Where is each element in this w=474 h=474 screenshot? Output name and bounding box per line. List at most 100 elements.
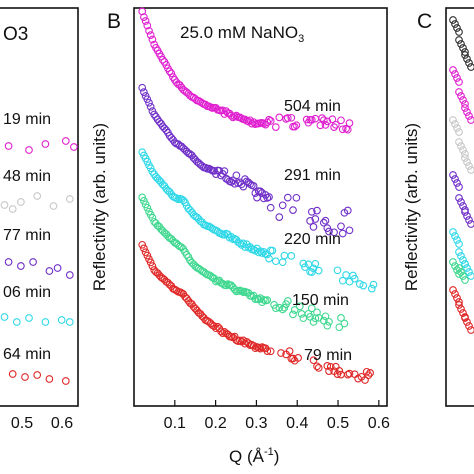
data-point	[338, 229, 347, 238]
data-point	[292, 121, 301, 130]
data-point	[266, 203, 275, 212]
data-point	[148, 213, 157, 222]
x-tick-label: 0.3	[245, 415, 267, 432]
time-label: 77 min	[3, 227, 51, 244]
data-point	[335, 367, 344, 375]
data-point	[268, 246, 277, 255]
data-point	[463, 158, 471, 166]
data-point	[463, 108, 471, 116]
data-point	[459, 96, 467, 104]
data-point	[201, 163, 210, 172]
data-point	[249, 182, 258, 190]
series-c-0	[449, 16, 474, 71]
data-point	[145, 98, 153, 107]
panel-b: B 25.0 mM NaNO3 Reflectivity (arb. units…	[90, 7, 390, 466]
data-point	[294, 354, 302, 362]
data-point	[467, 220, 474, 228]
data-point	[167, 69, 176, 78]
data-point	[278, 201, 287, 210]
data-point	[266, 117, 275, 125]
data-point	[467, 272, 474, 280]
data-point	[25, 314, 33, 322]
data-point	[461, 208, 469, 216]
data-point	[256, 344, 265, 353]
data-point	[146, 164, 155, 173]
data-point	[275, 113, 284, 122]
data-point	[61, 137, 70, 145]
data-point	[143, 95, 152, 104]
data-point	[453, 294, 461, 302]
data-point	[337, 116, 345, 125]
data-point	[457, 142, 465, 150]
data-point	[8, 370, 17, 378]
data-point	[65, 195, 74, 203]
panel-b-title: 25.0 mM NaNO3	[180, 23, 304, 45]
x-tick-label: 0.1	[164, 415, 186, 432]
data-point	[457, 40, 465, 48]
panel-a-x-ticks: 0.5 0.6	[11, 415, 73, 432]
data-point	[319, 218, 328, 227]
data-point	[467, 326, 474, 334]
data-point	[146, 102, 155, 111]
data-point	[307, 304, 316, 313]
panel-c-marks	[449, 16, 474, 334]
data-point	[45, 267, 54, 275]
data-point	[41, 318, 50, 326]
data-point	[70, 143, 78, 151]
data-point	[451, 20, 459, 28]
data-point	[455, 183, 463, 191]
data-point	[461, 104, 469, 112]
data-point	[453, 266, 461, 274]
series-a-2	[4, 258, 74, 279]
panel-b-marks	[138, 7, 378, 384]
data-point	[457, 268, 465, 276]
data-point	[25, 146, 33, 154]
data-point	[335, 323, 344, 332]
data-point	[313, 308, 321, 317]
series-1	[138, 83, 354, 238]
data-point	[455, 36, 463, 44]
data-point	[325, 227, 333, 236]
data-point	[307, 268, 316, 277]
data-point	[459, 309, 467, 317]
data-point	[143, 251, 152, 260]
data-point	[345, 369, 354, 378]
data-point	[461, 150, 469, 158]
data-point	[463, 212, 471, 220]
data-point	[457, 252, 465, 260]
data-point	[467, 63, 474, 71]
data-point	[453, 24, 461, 32]
data-point	[455, 248, 463, 256]
data-point	[239, 239, 248, 248]
data-point	[449, 171, 457, 179]
data-point	[453, 124, 461, 132]
data-point	[160, 124, 169, 133]
data-point	[455, 128, 463, 136]
data-point	[451, 232, 459, 240]
data-point	[0, 313, 9, 321]
data-point	[359, 281, 368, 290]
panel-a: O3 19 min 48 min 77 min 06 min 64 min 0.5 0.6	[0, 7, 79, 432]
data-point	[449, 258, 457, 266]
data-point	[12, 318, 21, 326]
series-label: 504 min	[284, 98, 341, 115]
data-point	[449, 16, 457, 24]
panel-a-title-fragment: O3	[3, 24, 28, 45]
data-point	[263, 347, 272, 355]
data-point	[342, 271, 350, 279]
data-point	[306, 217, 314, 225]
data-point	[289, 206, 297, 214]
panel-a-frame	[0, 7, 79, 407]
data-point	[323, 117, 332, 126]
series-4	[138, 240, 374, 384]
data-point	[457, 305, 465, 313]
data-point	[342, 124, 350, 133]
data-point	[287, 113, 296, 122]
data-point	[328, 115, 337, 124]
data-point	[258, 249, 266, 257]
data-point	[461, 100, 469, 108]
data-point	[140, 244, 148, 253]
series-0	[138, 7, 354, 134]
data-point	[451, 175, 459, 183]
data-point	[459, 44, 467, 52]
